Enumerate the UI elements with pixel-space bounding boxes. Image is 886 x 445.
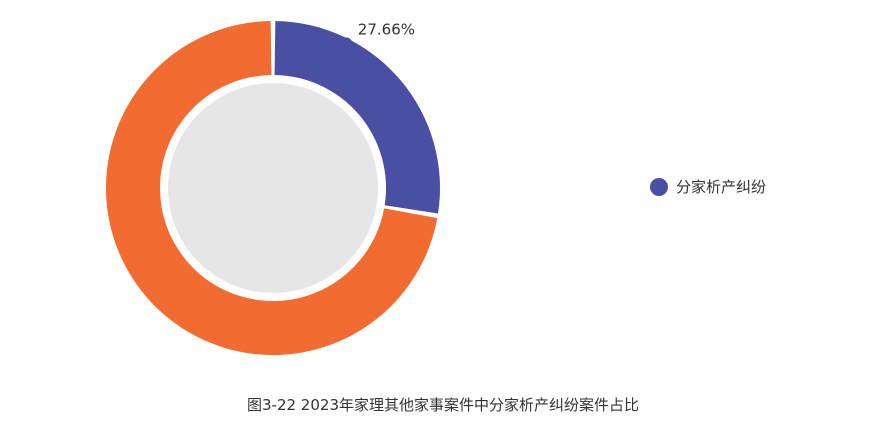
donut-center (168, 83, 378, 293)
legend: 分家析产纠纷 (650, 176, 766, 197)
slice-label: 27.66% (358, 20, 415, 38)
chart-title: 图3-22 2023年家理其他家事案件中分家析产纠纷案件占比 (247, 396, 639, 414)
donut-slice-1 (106, 21, 438, 356)
donut-slice-0 (274, 21, 441, 214)
legend-swatch (650, 177, 668, 196)
legend-label: 分家析产纠纷 (676, 178, 767, 196)
slice-label-marker (338, 37, 353, 52)
